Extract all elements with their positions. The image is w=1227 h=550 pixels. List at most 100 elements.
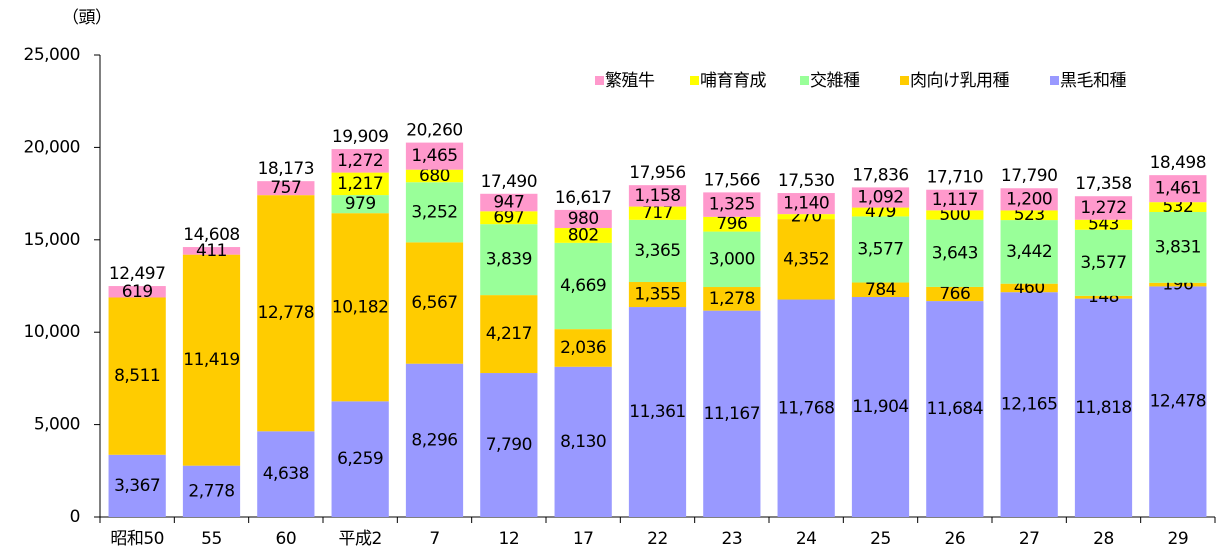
data-label: 2,778 — [188, 481, 234, 501]
data-label: 11,768 — [778, 398, 834, 418]
bar-segment — [777, 219, 835, 300]
total-label: 17,710 — [927, 168, 983, 188]
total-label: 18,498 — [1150, 153, 1206, 173]
bar-segment — [1149, 175, 1207, 203]
x-tick-label: 24 — [796, 529, 817, 549]
bar-segment — [331, 213, 389, 402]
total-label: 19,909 — [332, 127, 388, 147]
bar-segment — [1149, 202, 1207, 212]
bar-segment — [554, 228, 612, 243]
total-label: 17,490 — [481, 172, 537, 192]
data-label: 12,478 — [1150, 392, 1206, 412]
data-label: 796 — [716, 214, 747, 234]
bar-segment — [777, 214, 835, 220]
bar-segment — [554, 329, 612, 367]
bar-segment — [628, 307, 687, 517]
data-label: 1,465 — [411, 146, 457, 166]
data-label: 3,839 — [486, 250, 532, 270]
bar-segment — [1149, 282, 1207, 287]
data-label: 6,567 — [411, 293, 457, 313]
y-tick-label: 15,000 — [24, 230, 80, 250]
data-label: 4,352 — [783, 249, 829, 269]
bar-segment — [182, 254, 241, 466]
bar-segment — [331, 401, 389, 517]
x-tick-label: 25 — [870, 529, 891, 549]
data-label: 980 — [568, 209, 599, 229]
data-label: 3,643 — [932, 243, 978, 263]
bar-segment — [182, 247, 241, 255]
bar-segment — [1000, 210, 1058, 221]
legend-label: 哺育育成 — [700, 71, 766, 91]
bar-segment — [851, 216, 910, 283]
data-label: 757 — [270, 178, 301, 198]
bar-segment — [480, 295, 538, 374]
bar-segment — [480, 373, 538, 517]
data-label: 1,461 — [1155, 179, 1201, 199]
bar-segment — [405, 242, 464, 364]
x-tick-label: 23 — [722, 529, 743, 549]
x-tick-label: 平成2 — [339, 529, 382, 549]
data-label: 11,684 — [927, 399, 983, 419]
data-label: 1,092 — [857, 187, 903, 207]
bar-segment — [554, 209, 612, 229]
data-label: 3,831 — [1155, 237, 1201, 257]
total-label: 17,358 — [1075, 174, 1131, 194]
bar-segment — [777, 299, 835, 517]
legend-swatch — [690, 76, 699, 85]
bar-segment — [926, 189, 984, 211]
data-label: 12,165 — [1001, 395, 1057, 415]
data-label: 4,669 — [560, 276, 606, 296]
y-tick-label: 25,000 — [24, 45, 80, 65]
data-label: 784 — [865, 280, 896, 300]
bar-segment — [1149, 286, 1207, 517]
data-label: 947 — [493, 193, 524, 213]
data-label: 979 — [345, 194, 376, 214]
bar-segment — [554, 242, 612, 330]
bar-segment — [851, 207, 910, 217]
y-tick-label: 10,000 — [24, 322, 80, 342]
data-label: 411 — [196, 241, 227, 261]
data-label: 1,217 — [337, 174, 383, 194]
bar-segment — [703, 310, 761, 517]
data-label: 11,361 — [629, 402, 685, 422]
bar-segment — [926, 301, 984, 517]
data-label: 3,252 — [411, 202, 457, 222]
data-label: 4,638 — [263, 464, 309, 484]
bar-segment — [1074, 298, 1133, 517]
data-label: 1,272 — [1080, 198, 1126, 218]
y-tick-label: 20,000 — [24, 137, 80, 157]
bar-segment — [851, 187, 910, 208]
data-label: 1,117 — [932, 190, 978, 210]
data-label: 3,367 — [114, 476, 160, 496]
legend-swatch — [1050, 76, 1059, 85]
data-label: 697 — [493, 208, 524, 228]
data-label: 3,442 — [1006, 242, 1052, 262]
bar-segment — [405, 142, 464, 170]
bar-segment — [331, 195, 389, 214]
data-label: 8,296 — [411, 430, 457, 450]
data-label: 7,790 — [486, 435, 532, 455]
bar-segment — [1074, 295, 1133, 299]
legend-swatch — [800, 76, 809, 85]
bar-segment — [1074, 196, 1133, 220]
legend-label: 黒毛和種 — [1060, 71, 1126, 91]
bar-segment — [628, 185, 687, 207]
bar-segment — [1074, 229, 1133, 296]
data-label: 6,259 — [337, 449, 383, 469]
bar-segment — [331, 149, 389, 173]
bar-segment — [257, 181, 315, 196]
bar-segment — [405, 182, 464, 243]
data-label: 11,904 — [852, 397, 908, 417]
data-label: 1,200 — [1006, 189, 1052, 209]
data-label: 766 — [939, 284, 970, 304]
legend-label: 肉向け乳用種 — [910, 71, 1009, 91]
x-tick-label: 29 — [1168, 529, 1189, 549]
x-tick-label: 12 — [499, 529, 520, 549]
bar-segment — [182, 465, 241, 517]
bar-segment — [108, 454, 166, 517]
bar-segment — [777, 193, 835, 215]
bar-segment — [926, 286, 984, 302]
y-tick-label: 5,000 — [34, 415, 80, 435]
x-tick-label: 27 — [1019, 529, 1040, 549]
data-label: 4,217 — [486, 324, 532, 344]
